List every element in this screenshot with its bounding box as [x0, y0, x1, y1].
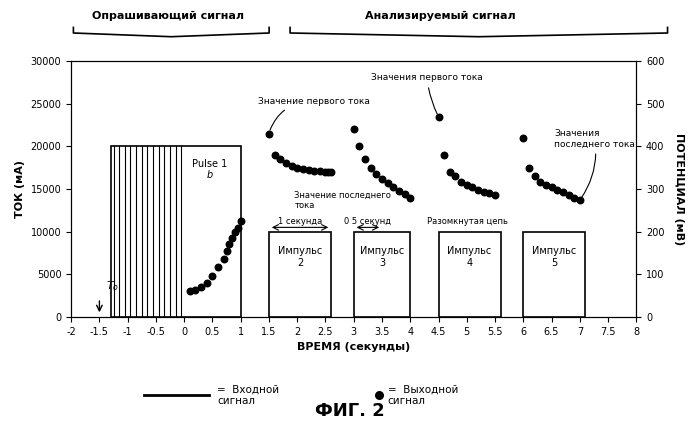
Text: 0 5 секунд: 0 5 секунд [345, 216, 391, 226]
Point [433, 113, 444, 120]
Point [326, 169, 337, 176]
Point [489, 192, 500, 198]
Point [540, 181, 552, 188]
Text: Значение последнего
тока: Значение последнего тока [294, 191, 391, 210]
Point [529, 173, 540, 180]
Point [275, 156, 286, 162]
Y-axis label: ТОК (мА): ТОК (мА) [15, 160, 25, 218]
Point [359, 156, 370, 162]
Point [218, 256, 229, 262]
Point [461, 181, 473, 188]
Text: Значения первого тока: Значения первого тока [371, 73, 483, 114]
Text: Импульс
2: Импульс 2 [278, 246, 322, 268]
Text: Импульс
3: Импульс 3 [360, 246, 404, 268]
Point [264, 130, 275, 137]
Point [221, 248, 232, 254]
Text: Анализируемый сигнал: Анализируемый сигнал [365, 11, 516, 21]
Point [456, 179, 467, 186]
Point [478, 188, 489, 195]
Point [185, 288, 196, 295]
Point [323, 169, 334, 176]
Text: $T_o$: $T_o$ [106, 279, 120, 293]
Bar [269, 232, 331, 317]
Text: Разомкнутая цепь: Разомкнутая цепь [427, 216, 508, 226]
Point [190, 287, 201, 294]
Point [388, 184, 399, 191]
Point [286, 162, 297, 169]
Point [224, 240, 235, 247]
Point [201, 279, 212, 286]
Point [467, 184, 478, 191]
Text: Импульс
4: Импульс 4 [447, 246, 491, 268]
Point [280, 160, 291, 167]
Text: Значение первого тока: Значение первого тока [258, 97, 370, 130]
Bar [524, 232, 586, 317]
Point [557, 189, 568, 196]
Point [405, 194, 416, 201]
Text: Значения
последнего тока: Значения последнего тока [554, 129, 635, 198]
Point [365, 164, 376, 171]
Point [297, 165, 308, 172]
Point [473, 187, 484, 193]
Point [438, 151, 449, 158]
Point [291, 164, 303, 171]
X-axis label: ВРЕМЯ (секунды): ВРЕМЯ (секунды) [297, 342, 410, 352]
Point [269, 151, 280, 158]
Point [207, 273, 218, 279]
Point [308, 168, 319, 174]
Point [382, 180, 394, 187]
Point [518, 135, 529, 141]
Text: b: b [206, 170, 212, 180]
Text: 1 секунда: 1 секунда [278, 216, 322, 226]
Point [524, 164, 535, 171]
Point [370, 170, 382, 177]
Point [315, 168, 326, 175]
Point [373, 392, 384, 398]
Text: ФИГ. 2: ФИГ. 2 [315, 402, 384, 420]
Point [348, 126, 359, 133]
Point [574, 197, 585, 203]
Point [229, 229, 240, 236]
Text: =  Выходной
сигнал: = Выходной сигнал [388, 384, 458, 406]
Point [196, 284, 207, 290]
Bar [354, 232, 410, 317]
Point [546, 184, 557, 191]
Point [354, 143, 365, 150]
Point [320, 168, 331, 175]
Text: Опрашивающий сигнал: Опрашивающий сигнал [92, 11, 244, 21]
Bar [110, 146, 240, 317]
Point [212, 264, 224, 271]
Point [484, 190, 495, 197]
Point [232, 225, 243, 232]
Point [376, 176, 387, 182]
Text: Pulse 1: Pulse 1 [192, 159, 227, 169]
Point [552, 187, 563, 193]
Text: =  Входной
сигнал: = Входной сигнал [217, 384, 280, 406]
Bar [438, 232, 500, 317]
Point [226, 234, 238, 241]
Point [303, 167, 314, 173]
Point [235, 218, 246, 225]
Point [568, 194, 579, 201]
Point [394, 187, 405, 194]
Point [563, 192, 574, 198]
Point [535, 179, 546, 186]
Point [450, 173, 461, 180]
Point [445, 169, 456, 176]
Text: Импульс
5: Импульс 5 [532, 246, 577, 268]
Y-axis label: ПОТЕНЦИАЛ (мВ): ПОТЕНЦИАЛ (мВ) [674, 133, 684, 245]
Point [399, 191, 410, 197]
